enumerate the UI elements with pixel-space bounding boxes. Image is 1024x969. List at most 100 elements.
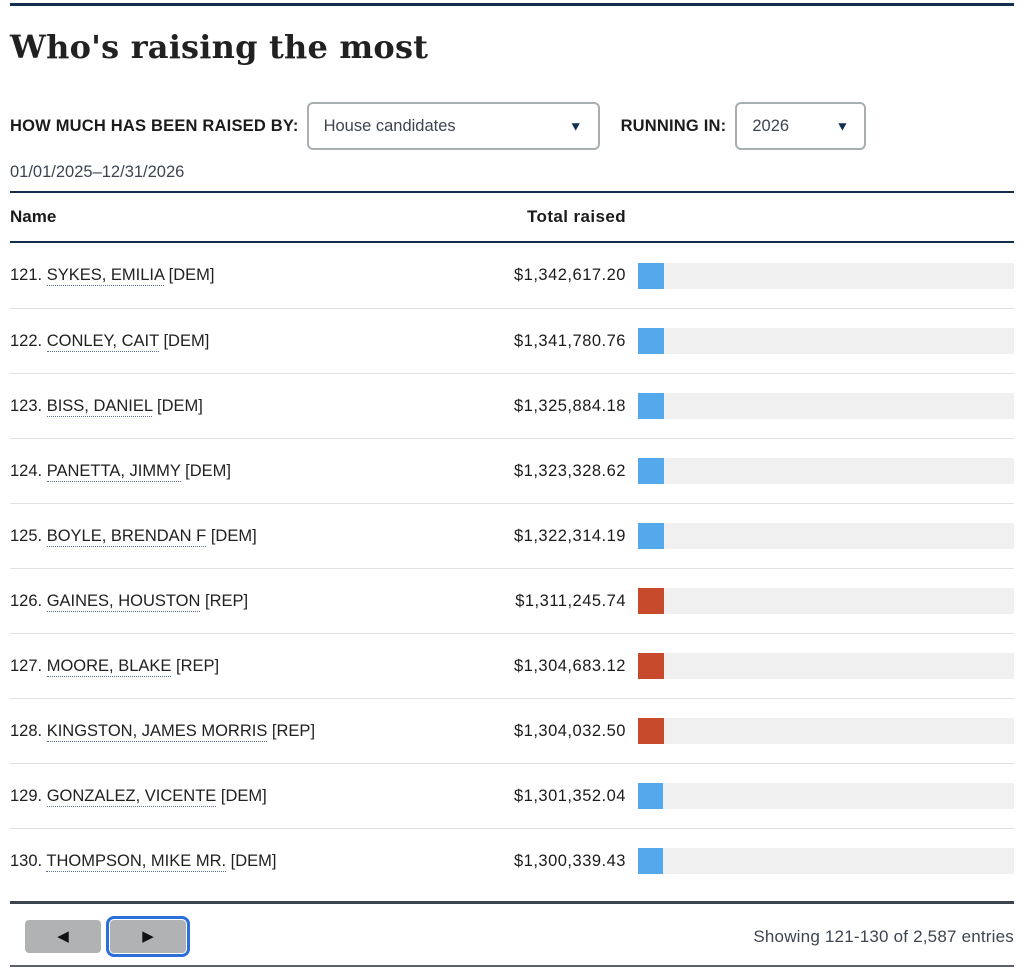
candidate-link[interactable]: SYKES, EMILIA xyxy=(46,266,165,286)
raised-by-select[interactable]: House candidates ▼ xyxy=(306,102,600,150)
dem-bar-fill xyxy=(638,523,664,549)
raised-by-selected-value: House candidates xyxy=(323,116,456,135)
total-raised-amount: $1,322,314.19 xyxy=(513,526,626,545)
total-raised-amount: $1,301,352.04 xyxy=(513,786,626,805)
dem-bar-fill xyxy=(638,262,665,289)
table-row: 127. MOORE, BLAKE [REP] $1,304,683.12 xyxy=(10,633,1014,698)
page-title: Who's raising the most xyxy=(10,28,429,66)
candidate-name-cell: 126. GAINES, HOUSTON [REP] xyxy=(10,591,478,612)
bar-cell xyxy=(638,848,1014,874)
table-row: 124. PANETTA, JIMMY [DEM] $1,323,328.62 xyxy=(10,438,1014,503)
total-raised-amount: $1,304,032.50 xyxy=(513,721,626,740)
candidate-link[interactable]: THOMPSON, MIKE MR. xyxy=(46,851,227,872)
dem-bar-fill xyxy=(638,783,664,809)
bar-cell xyxy=(638,262,1014,289)
filter-controls: HOW MUCH HAS BEEN RAISED BY: House candi… xyxy=(10,102,1014,150)
candidate-name-cell: 129. GONZALEZ, VICENTE [DEM] xyxy=(10,786,478,807)
rank-number: 124. xyxy=(10,461,47,480)
rep-bar-fill xyxy=(638,718,664,744)
candidate-link[interactable]: GAINES, HOUSTON xyxy=(46,591,201,612)
table-row: 125. BOYLE, BRENDAN F [DEM] $1,322,314.19 xyxy=(10,503,1014,568)
bar-track xyxy=(638,588,1014,614)
running-in-label: RUNNING IN: xyxy=(620,116,727,135)
table-footer: ◀ ▶ Showing 121-130 of 2,587 entries xyxy=(10,901,1014,967)
bar-cell xyxy=(638,523,1014,549)
party-label: [DEM] xyxy=(180,461,231,480)
date-range-text: 01/01/2025–12/31/2026 xyxy=(10,163,185,181)
candidate-link[interactable]: BOYLE, BRENDAN F xyxy=(46,526,207,547)
total-raised-amount: $1,311,245.74 xyxy=(515,591,626,610)
rank-number: 128. xyxy=(10,721,47,740)
raising-widget: Who's raising the most HOW MUCH HAS BEEN… xyxy=(0,3,1024,967)
candidate-name-cell: 130. THOMPSON, MIKE MR. [DEM] xyxy=(10,851,478,872)
party-label: [DEM] xyxy=(216,786,267,805)
total-raised-amount: $1,342,617.20 xyxy=(513,266,626,284)
bar-track xyxy=(638,783,1014,809)
table-row: 126. GAINES, HOUSTON [REP] $1,311,245.74 xyxy=(10,568,1014,633)
party-label: [DEM] xyxy=(164,266,215,284)
party-label: [DEM] xyxy=(158,331,210,350)
candidate-name-cell: 128. KINGSTON, JAMES MORRIS [REP] xyxy=(10,721,478,742)
total-raised-amount: $1,304,683.12 xyxy=(513,656,626,675)
bar-track xyxy=(638,328,1014,354)
running-in-select[interactable]: 2026 ▼ xyxy=(735,102,867,150)
table-body: 121. SYKES, EMILIA [DEM] $1,342,617.20 122… xyxy=(10,243,1014,893)
previous-page-button[interactable]: ◀ xyxy=(25,920,101,953)
raised-by-label: HOW MUCH HAS BEEN RAISED BY: xyxy=(10,116,299,135)
rank-number: 125. xyxy=(10,526,47,545)
candidate-link[interactable]: CONLEY, CAIT xyxy=(46,331,159,352)
total-raised-amount: $1,323,328.62 xyxy=(513,461,626,480)
dem-bar-fill xyxy=(638,848,664,874)
showing-entries-text: Showing 121-130 of 2,587 entries xyxy=(753,926,1014,946)
bar-cell xyxy=(638,393,1014,419)
rank-number: 129. xyxy=(10,786,47,805)
party-label: [REP] xyxy=(200,591,249,610)
bar-cell xyxy=(638,653,1014,679)
next-page-button[interactable]: ▶ xyxy=(110,920,186,953)
column-header-name: Name xyxy=(10,207,57,226)
bar-track xyxy=(638,393,1014,419)
running-in-selected-value: 2026 xyxy=(752,116,790,135)
candidate-link[interactable]: MOORE, BLAKE xyxy=(46,656,172,677)
bar-track xyxy=(638,848,1014,874)
candidate-link[interactable]: BISS, DANIEL xyxy=(46,396,153,417)
table-row: 123. BISS, DANIEL [DEM] $1,325,884.18 xyxy=(10,373,1014,438)
right-arrow-icon: ▶ xyxy=(142,927,154,945)
table-row: 121. SYKES, EMILIA [DEM] $1,342,617.20 xyxy=(10,243,1014,308)
bar-cell xyxy=(638,718,1014,744)
candidate-link[interactable]: GONZALEZ, VICENTE xyxy=(46,786,217,807)
left-arrow-icon: ◀ xyxy=(57,927,69,945)
bar-cell xyxy=(638,588,1014,614)
total-raised-amount: $1,300,339.43 xyxy=(513,851,626,870)
chevron-down-icon: ▼ xyxy=(568,118,583,134)
dem-bar-fill xyxy=(638,393,664,419)
total-raised-amount: $1,325,884.18 xyxy=(513,396,626,415)
rep-bar-fill xyxy=(638,653,664,679)
dem-bar-fill xyxy=(638,458,664,484)
column-header-total-raised: Total raised xyxy=(527,207,626,226)
bar-track xyxy=(638,523,1014,549)
rank-number: 130. xyxy=(10,851,47,870)
candidate-link[interactable]: KINGSTON, JAMES MORRIS xyxy=(46,721,268,742)
party-label: [REP] xyxy=(267,721,316,740)
rank-number: 121. xyxy=(10,266,47,284)
candidate-name-cell: 124. PANETTA, JIMMY [DEM] xyxy=(10,461,478,482)
pagination-controls: ◀ ▶ xyxy=(25,920,186,953)
bar-track xyxy=(638,718,1014,744)
party-label: [DEM] xyxy=(206,526,257,545)
table-row: 129. GONZALEZ, VICENTE [DEM] $1,301,352.0… xyxy=(10,763,1014,828)
candidate-name-cell: 122. CONLEY, CAIT [DEM] xyxy=(10,331,478,352)
bar-track xyxy=(638,262,1014,289)
table-row: 130. THOMPSON, MIKE MR. [DEM] $1,300,339.… xyxy=(10,828,1014,893)
party-label: [DEM] xyxy=(226,851,277,870)
rank-number: 123. xyxy=(10,396,47,415)
header-divider xyxy=(10,191,1014,193)
table-header-row: Name Total raised xyxy=(10,193,1014,243)
candidate-link[interactable]: PANETTA, JIMMY xyxy=(46,461,181,482)
rank-number: 127. xyxy=(10,656,47,675)
rank-number: 122. xyxy=(10,331,47,350)
bar-track xyxy=(638,458,1014,484)
bar-track xyxy=(638,653,1014,679)
bar-cell xyxy=(638,783,1014,809)
candidate-name-cell: 125. BOYLE, BRENDAN F [DEM] xyxy=(10,526,478,547)
